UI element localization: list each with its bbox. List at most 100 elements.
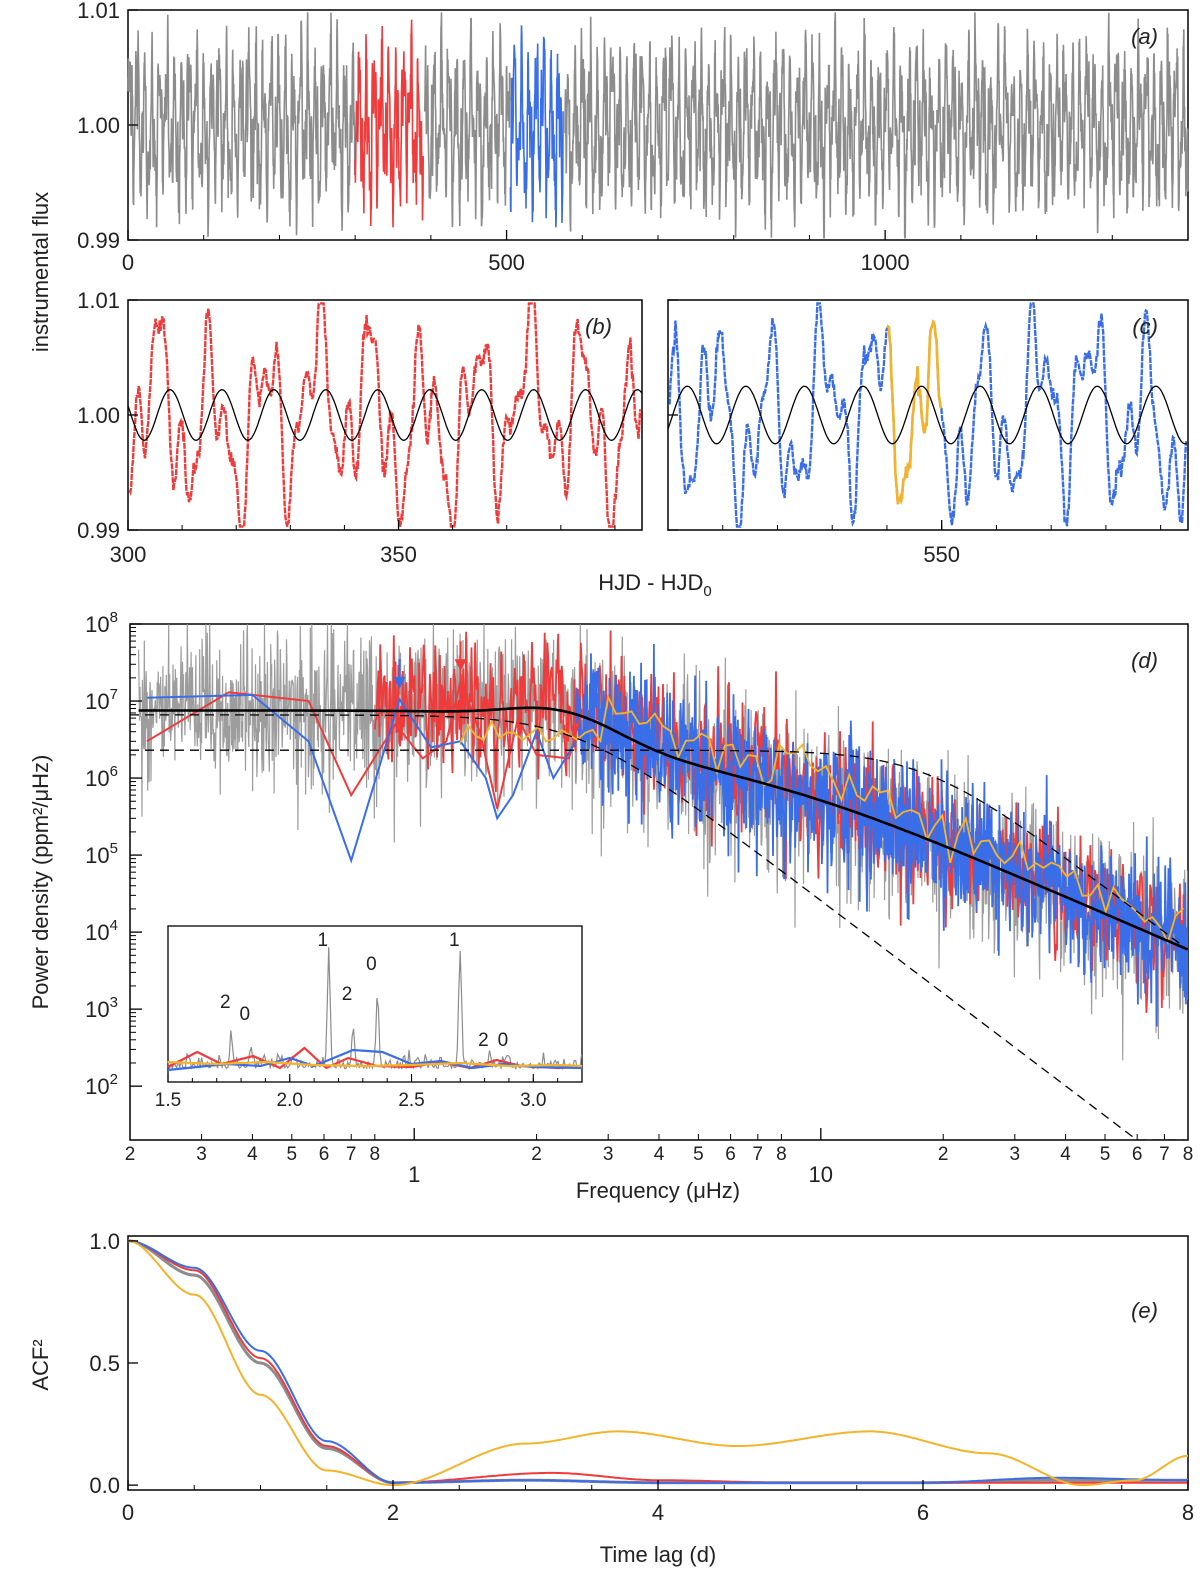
e-xtick-label: 4 (652, 1500, 664, 1525)
a-ytick-label: 1.00 (77, 113, 120, 138)
d-xtick-minor-label: 4 (654, 1144, 665, 1165)
panel-a-axes: 0 500 1000 0.99 1.00 1.01 (77, 0, 1113, 275)
d-xtick-minor-label: 7 (753, 1144, 764, 1165)
inset-spectrum-segment-1 (167, 1046, 583, 1070)
acf-curve-blue (127, 1239, 1188, 1484)
e-xtick-label: 8 (1182, 1500, 1194, 1525)
panel-e-series (127, 1239, 1189, 1487)
b-series-ytick-label: 1.00 (77, 403, 120, 428)
panel-e-axes: 0 2 4 6 8 0.0 0.5 1.0 (89, 1229, 1194, 1525)
inset-spectrum-cycle (167, 1060, 583, 1068)
d-ytick-exp: 8 (110, 609, 118, 626)
d-xtick-minor-label: 3 (1010, 1144, 1021, 1165)
inset-xtick-label: 2.0 (277, 1090, 303, 1111)
d-xtick-minor-label: 7 (346, 1144, 357, 1165)
panel-c-series (667, 302, 1188, 528)
a-xtick-label: 500 (488, 250, 525, 275)
panel-b-label: (b) (585, 314, 612, 339)
d-ytick-label: 102 (85, 1071, 118, 1099)
panel-b-series (127, 302, 643, 528)
b-series-xtick-label: 300 (110, 542, 147, 567)
xlabel-timelag: Time lag (d) (600, 1542, 717, 1567)
d-xtick-minor-label: 6 (319, 1144, 330, 1165)
inset-xtick-label: 1.5 (155, 1090, 181, 1111)
b-series-ytick-label: 0.99 (77, 518, 120, 543)
e-ytick-label: 0.5 (89, 1351, 120, 1376)
panel-e-label: (e) (1131, 1298, 1158, 1323)
d-ytick-label: 105 (85, 840, 118, 868)
ylabel-power: Power density (ppm²/μHz) (28, 755, 53, 1010)
sinusoid-model (667, 385, 1188, 445)
flux-trace-full-light-curve (424, 12, 511, 228)
d-xtick-minor-label: 5 (1100, 1144, 1111, 1165)
model-fit (138, 706, 1188, 951)
e-ytick-label: 0.0 (89, 1473, 120, 1498)
d-xtick-minor-label: 7 (1159, 1144, 1170, 1165)
d-xtick-minor-label: 3 (196, 1144, 207, 1165)
inset-mode-label: 1 (317, 930, 328, 951)
d-xtick-minor-label: 2 (125, 1144, 136, 1165)
e-xtick-label: 0 (122, 1500, 134, 1525)
d-ytick-label: 108 (85, 609, 118, 637)
d-ytick-base: 10 (85, 1074, 109, 1099)
d-xtick-minor-label: 8 (370, 1144, 381, 1165)
d-ytick-exp: 6 (110, 763, 118, 780)
d-xtick-minor-label: 4 (1060, 1144, 1071, 1165)
e-xtick-label: 2 (387, 1500, 399, 1525)
xlabel-hjd: HJD - HJD0 (598, 570, 711, 600)
inset-frame (167, 925, 583, 1083)
xlabel-frequency: Frequency (μHz) (576, 1178, 740, 1203)
d-ytick-exp: 4 (110, 917, 118, 934)
d-xtick-minor-label: 5 (693, 1144, 704, 1165)
panel-a: 0 500 1000 0.99 1.00 1.01 (a) (77, 0, 1189, 275)
c-series-xtick-label: 550 (923, 542, 960, 567)
d-ytick-exp: 3 (110, 994, 118, 1011)
d-xtick-minor-label: 5 (287, 1144, 298, 1165)
panel-d-series (130, 624, 1188, 1140)
peak-arrowhead-red (454, 659, 467, 672)
d-xtick-minor-label: 3 (603, 1144, 614, 1165)
e-ytick-label: 1.0 (89, 1229, 120, 1254)
d-ytick-label: 104 (85, 917, 118, 945)
inset-mode-label: 2 (220, 992, 231, 1013)
panel-c-axes: 550 (667, 299, 1162, 567)
model-component-granulation (130, 714, 1185, 1140)
inset-mode-label: 2 (342, 984, 353, 1005)
inset-xtick-label: 2.5 (398, 1090, 424, 1111)
panel-c-label: (c) (1132, 314, 1158, 339)
d-xtick-minor-label: 6 (1132, 1144, 1143, 1165)
a-ytick-label: 0.99 (77, 228, 120, 253)
acf-curve-gray (127, 1239, 1188, 1485)
panel-a-series (127, 12, 1189, 239)
spectrum-segment-2 (575, 643, 1188, 1027)
d-ytick-base: 10 (85, 920, 109, 945)
inset-mode-label: 1 (449, 930, 460, 951)
d-ytick-exp: 7 (110, 686, 118, 703)
panel-d-label: (d) (1131, 648, 1158, 673)
inset-mode-label: 0 (498, 1030, 509, 1051)
d-ytick-exp: 2 (110, 1071, 118, 1088)
d-ytick-base: 10 (85, 843, 109, 868)
a-ytick-label: 1.01 (77, 0, 120, 23)
panel-c: 550 (c) (667, 299, 1189, 567)
d-xtick-minor-label: 2 (531, 1144, 542, 1165)
acf-curve-red (127, 1239, 1188, 1484)
panel-e-frame (127, 1235, 1189, 1491)
peak-arrowhead-blue (393, 677, 406, 690)
inset-xtick-label: 3.0 (520, 1090, 546, 1111)
d-ytick-base: 10 (85, 766, 109, 791)
ylabel-acf: ACF² (28, 1339, 53, 1390)
d-xtick-minor-label: 8 (776, 1144, 787, 1165)
ylabel-flux: instrumental flux (28, 192, 53, 352)
panel-b: 300 350 0.99 1.00 1.01 (b) (77, 288, 643, 567)
flux-trace-segment-2 (509, 25, 564, 228)
sinusoid-model (127, 389, 643, 441)
d-ytick-label: 106 (85, 763, 118, 791)
a-xtick-label: 1000 (861, 250, 910, 275)
spectrum-cycle (459, 694, 1185, 945)
panel-a-label: (a) (1131, 24, 1158, 49)
d-xtick-minor-label: 2 (938, 1144, 949, 1165)
